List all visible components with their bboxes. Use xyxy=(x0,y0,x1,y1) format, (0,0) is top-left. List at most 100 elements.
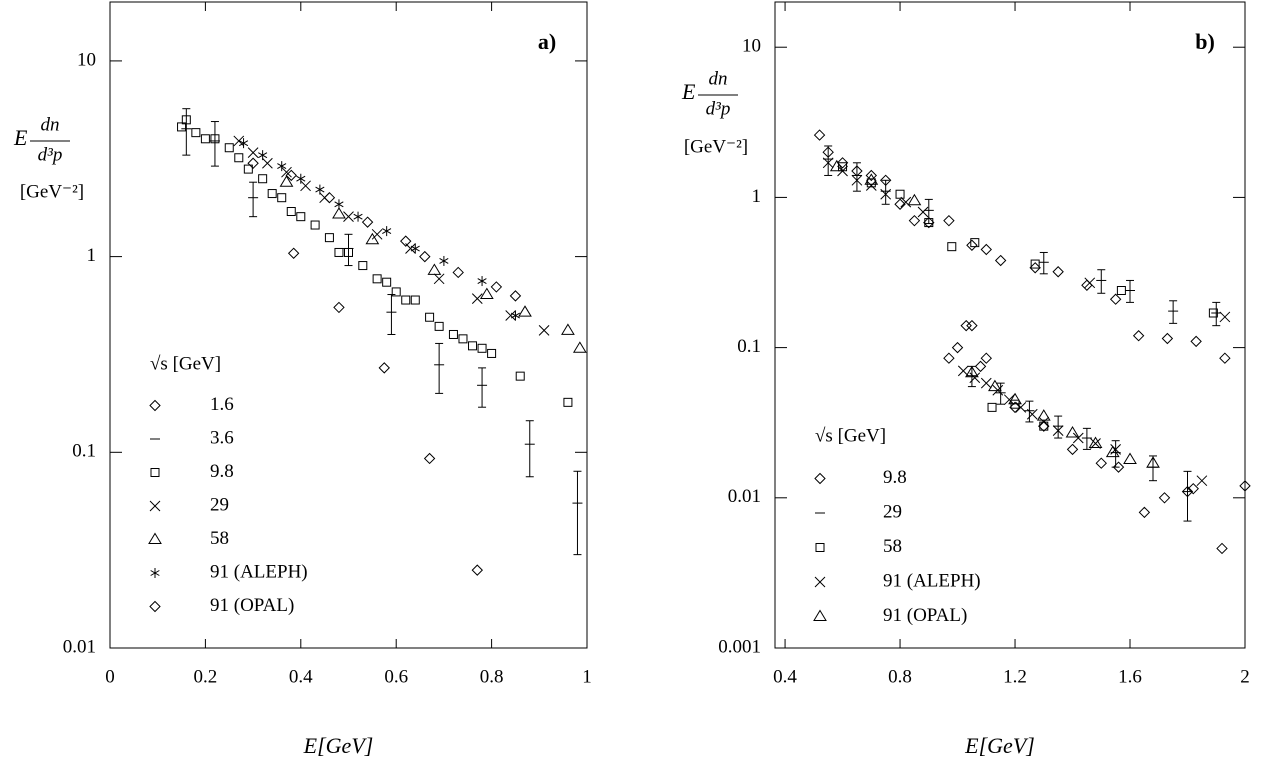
marker-shape xyxy=(490,281,503,293)
marker-shape xyxy=(1158,492,1171,504)
marker-shape xyxy=(987,402,997,412)
marker-shape xyxy=(427,263,442,275)
data-point xyxy=(425,312,435,322)
data-point xyxy=(191,128,201,138)
marker-shape xyxy=(815,543,825,552)
error-bar xyxy=(1149,455,1158,482)
marker-shape xyxy=(917,206,929,218)
marker-shape xyxy=(310,220,320,230)
marker-shape xyxy=(353,213,363,220)
marker-shape xyxy=(1008,392,1022,405)
marker-shape xyxy=(1029,262,1041,274)
marker-shape xyxy=(966,319,978,332)
legend-item: 91 (OPAL) xyxy=(149,595,294,616)
data-point xyxy=(851,174,863,186)
data-point xyxy=(258,174,268,184)
data-point xyxy=(994,254,1007,267)
data-point xyxy=(1052,266,1064,278)
error-bar xyxy=(1039,251,1048,275)
data-point xyxy=(382,226,392,237)
marker-shape xyxy=(980,377,992,389)
x-tick-label: 1 xyxy=(582,666,592,687)
marker-shape xyxy=(1132,330,1145,342)
marker-shape xyxy=(372,274,382,284)
data-point xyxy=(277,193,287,203)
data-point xyxy=(1239,480,1251,492)
marker-shape xyxy=(814,472,826,485)
data-point xyxy=(966,239,978,251)
legend-item: 3.6 xyxy=(150,427,234,448)
data-point xyxy=(1010,399,1020,409)
data-point xyxy=(1219,311,1231,323)
data-point xyxy=(538,324,550,336)
marker-shape xyxy=(333,301,345,314)
data-point xyxy=(1158,492,1171,504)
marker-shape xyxy=(468,341,478,351)
data-point xyxy=(908,214,921,227)
data-point xyxy=(471,564,483,576)
marker-shape xyxy=(572,341,587,353)
marker-shape xyxy=(561,323,575,335)
marker-shape xyxy=(1187,482,1199,495)
data-point xyxy=(957,365,969,377)
data-point xyxy=(1065,426,1080,438)
data-point xyxy=(285,169,297,182)
y-tick-label: 1 xyxy=(752,186,762,207)
data-point xyxy=(238,138,249,149)
data-point xyxy=(410,243,420,254)
data-point xyxy=(829,159,844,172)
data-point xyxy=(353,211,363,222)
marker-shape xyxy=(191,128,201,138)
marker-shape xyxy=(1146,456,1160,468)
marker-shape xyxy=(924,218,934,228)
plot-frame xyxy=(774,1,1246,649)
data-point xyxy=(410,295,420,305)
marker-shape xyxy=(267,189,277,199)
data-point xyxy=(1038,416,1050,428)
legend-label: 1.6 xyxy=(210,394,234,415)
data-point xyxy=(490,281,503,293)
marker-shape xyxy=(279,175,294,187)
data-point xyxy=(822,157,834,169)
marker-shape xyxy=(1009,401,1021,414)
marker-shape xyxy=(943,352,955,364)
data-point xyxy=(510,310,521,321)
error-bar xyxy=(1111,440,1120,468)
marker-shape xyxy=(200,134,210,144)
marker-shape xyxy=(980,243,992,256)
data-point xyxy=(980,243,992,256)
legend-label: 91 (ALEPH) xyxy=(210,561,308,582)
data-point xyxy=(974,360,987,373)
marker-shape xyxy=(149,600,161,613)
data-point xyxy=(1066,443,1079,456)
data-point xyxy=(448,329,458,339)
marker-shape xyxy=(277,193,287,203)
data-point xyxy=(262,157,273,169)
data-point xyxy=(1138,506,1151,519)
legend-item: 58 xyxy=(815,536,902,557)
marker-shape xyxy=(287,247,300,259)
error-bar xyxy=(1097,269,1106,294)
marker-shape xyxy=(361,216,374,228)
legend-title: √s [GeV] xyxy=(150,353,221,374)
data-point xyxy=(458,334,468,344)
marker-shape xyxy=(258,174,268,184)
marker-shape xyxy=(315,186,325,193)
data-point xyxy=(1008,392,1022,405)
data-point xyxy=(1219,352,1231,364)
y-tick-label: 0.1 xyxy=(72,441,96,462)
data-point xyxy=(333,301,345,314)
error-bar xyxy=(182,108,191,156)
x-axis-label: E[GeV] xyxy=(303,733,374,758)
data-point xyxy=(1088,436,1103,448)
data-point xyxy=(267,189,277,199)
data-point xyxy=(296,212,306,222)
marker-shape xyxy=(988,379,1002,392)
marker-shape xyxy=(900,196,912,208)
data-point xyxy=(563,397,573,407)
data-point xyxy=(200,134,210,144)
data-point xyxy=(427,263,442,275)
marker-shape xyxy=(285,169,297,182)
